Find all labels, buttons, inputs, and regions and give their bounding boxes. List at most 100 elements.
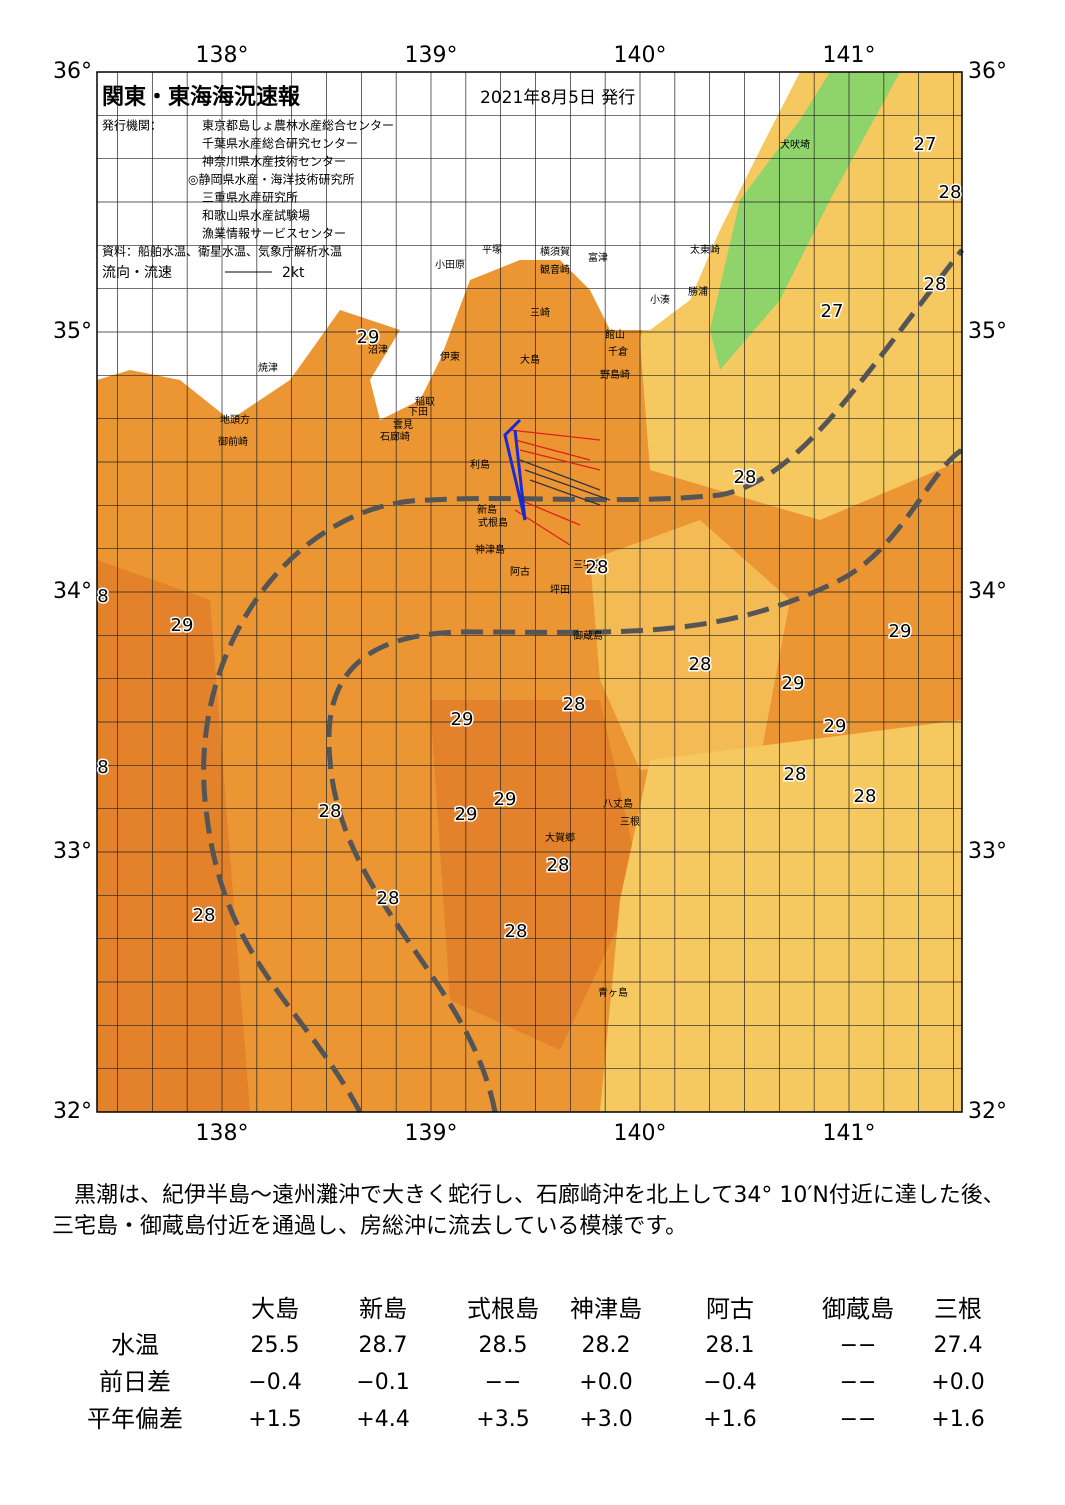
lat-label: 33° bbox=[968, 839, 1007, 864]
isotherm-label: 27 bbox=[914, 134, 937, 155]
publisher: 東京都島しょ農林水産総合センター bbox=[202, 118, 394, 133]
place-name: 千倉 bbox=[608, 345, 628, 358]
row-label: 水温 bbox=[111, 1331, 159, 1359]
isotherm-label: 8 bbox=[97, 586, 108, 607]
lat-label: 35° bbox=[53, 319, 92, 344]
isotherm-label: 28 bbox=[924, 274, 947, 295]
column-header: 大島 bbox=[251, 1295, 299, 1323]
place-name: 青ヶ島 bbox=[598, 986, 628, 999]
place-name: 横須賀 bbox=[540, 245, 570, 258]
cell: 28.7 bbox=[359, 1333, 408, 1358]
lat-label: 32° bbox=[53, 1099, 92, 1124]
place-name: 富津 bbox=[588, 251, 608, 264]
place-name: 沼津 bbox=[368, 343, 388, 356]
warm-water bbox=[430, 700, 640, 1050]
isotherm-label: 28 bbox=[689, 654, 712, 675]
isotherm-label: 28 bbox=[939, 182, 962, 203]
place-name: 阿古 bbox=[510, 565, 530, 578]
isotherm-label: 29 bbox=[782, 673, 805, 694]
isotherm-label: 28 bbox=[734, 467, 757, 488]
graticule bbox=[97, 72, 962, 1112]
lat-label: 34° bbox=[968, 579, 1007, 604]
paragraph: 黒潮は、紀伊半島～遠州灘沖で大きく蛇行し、石廊崎沖を北上して34° 10′N付近… bbox=[52, 1183, 1005, 1239]
cell: +0.0 bbox=[931, 1370, 984, 1395]
isotherm-label: 28 bbox=[319, 801, 342, 822]
place-name: 下田 bbox=[408, 407, 428, 418]
place-name: 三崎 bbox=[530, 306, 550, 319]
publisher: 漁業情報サービスセンター bbox=[202, 227, 346, 241]
cell: +3.5 bbox=[476, 1407, 529, 1432]
lon-label: 138° bbox=[196, 43, 249, 68]
cell: −0.4 bbox=[248, 1370, 301, 1395]
current-arrows bbox=[503, 418, 611, 546]
cell: −0.4 bbox=[703, 1370, 756, 1395]
isotherm-label: 28 bbox=[505, 921, 528, 942]
isotherm-label: 29 bbox=[494, 789, 517, 810]
kuroshio-edge bbox=[326, 447, 964, 1113]
cell: 25.5 bbox=[251, 1333, 300, 1358]
cell: −− bbox=[840, 1407, 877, 1432]
lon-label: 141° bbox=[823, 1121, 876, 1146]
place-name: 八丈島 bbox=[603, 797, 633, 810]
isotherm-label: 29 bbox=[889, 621, 912, 642]
place-name: 小田原 bbox=[435, 259, 465, 271]
lat-label: 36° bbox=[968, 59, 1007, 84]
place-name: 稲取 bbox=[415, 396, 435, 408]
place-name: 大島 bbox=[520, 353, 540, 366]
lat-label: 32° bbox=[968, 1099, 1007, 1124]
column-header: 阿古 bbox=[706, 1295, 754, 1323]
lon-label: 138° bbox=[196, 1121, 249, 1146]
cell: +3.0 bbox=[579, 1407, 632, 1432]
publisher: 和歌山県水産試験場 bbox=[202, 208, 310, 223]
isotherm-label: 29 bbox=[357, 327, 380, 348]
cell: 28.5 bbox=[479, 1333, 528, 1358]
place-name: 野島崎 bbox=[600, 368, 630, 381]
place-name: 坪田 bbox=[550, 583, 570, 596]
lon-label: 139° bbox=[405, 43, 458, 68]
place-name: 地頭方 bbox=[220, 413, 250, 426]
place-name: 御蔵島 bbox=[573, 629, 603, 642]
column-header: 式根島 bbox=[467, 1295, 539, 1323]
cell: 28.2 bbox=[582, 1333, 631, 1358]
isotherm-label: 28 bbox=[854, 786, 877, 807]
publisher: ◎静岡県水産・海洋技術研究所 bbox=[188, 172, 354, 187]
cell: 28.1 bbox=[706, 1333, 755, 1358]
isotherm-label: 29 bbox=[824, 716, 847, 737]
column-header: 新島 bbox=[359, 1295, 407, 1323]
isotherm-label: 29 bbox=[171, 615, 194, 636]
place-name: 石廊崎 bbox=[380, 430, 410, 443]
lon-label: 139° bbox=[405, 1121, 458, 1146]
isotherm-label: 28 bbox=[586, 557, 609, 578]
isotherm-label: 28 bbox=[377, 888, 400, 909]
cell: +1.5 bbox=[248, 1407, 301, 1432]
source: 資料：船舶水温、衛星水温、気象庁解析水温 bbox=[102, 244, 342, 259]
place-name: 焼津 bbox=[258, 362, 278, 374]
column-header: 三根 bbox=[934, 1295, 982, 1323]
isotherm-label: 28 bbox=[563, 694, 586, 715]
isotherm-label: 29 bbox=[451, 709, 474, 730]
place-name: 伊東 bbox=[440, 350, 460, 363]
lat-label: 34° bbox=[53, 579, 92, 604]
isotherm-label: 28 bbox=[547, 855, 570, 876]
publisher: 千葉県水産総合研究センター bbox=[202, 136, 358, 151]
isotherm-label: 28 bbox=[784, 764, 807, 785]
place-name: 勝浦 bbox=[688, 285, 708, 298]
column-header: 御蔵島 bbox=[822, 1295, 894, 1323]
cell: −− bbox=[485, 1370, 522, 1395]
column-header: 神津島 bbox=[570, 1295, 642, 1323]
cell: +1.6 bbox=[703, 1407, 756, 1432]
place-name: 神津島 bbox=[475, 543, 505, 556]
place-name: 犬吠埼 bbox=[780, 138, 810, 151]
cell: −0.1 bbox=[356, 1370, 409, 1395]
place-name: 式根島 bbox=[478, 516, 508, 529]
cell: +4.4 bbox=[356, 1407, 409, 1432]
kuroshio-edge bbox=[201, 248, 964, 1114]
lon-label: 140° bbox=[614, 43, 667, 68]
cell: −− bbox=[840, 1333, 877, 1358]
row-label: 前日差 bbox=[99, 1368, 171, 1396]
place-name: 三根 bbox=[620, 815, 640, 828]
row-label: 平年偏差 bbox=[87, 1405, 183, 1433]
cell: +0.0 bbox=[579, 1370, 632, 1395]
cell: +1.6 bbox=[931, 1407, 984, 1432]
